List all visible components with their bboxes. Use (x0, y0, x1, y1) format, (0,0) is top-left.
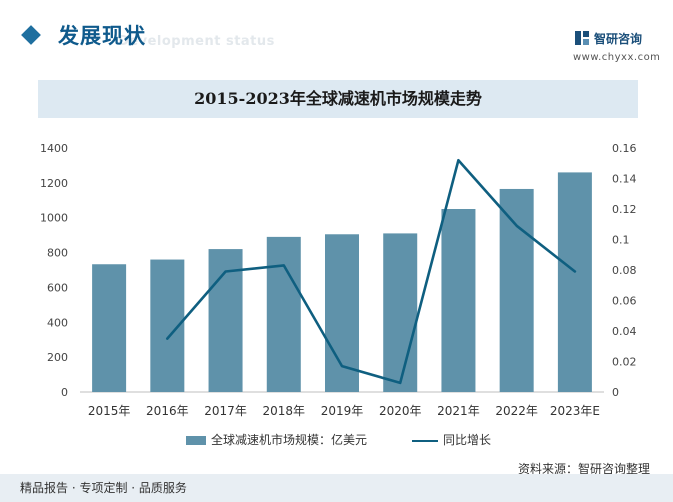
brand-name: 智研咨询 (594, 32, 643, 46)
footer-tagline: 精品报告 · 专项定制 · 品质服务 (20, 481, 187, 495)
bar (499, 188, 534, 392)
left-tick-label: 200 (47, 351, 68, 364)
x-tick-label: 2016年 (146, 404, 189, 418)
section-subtitle: Development status (118, 34, 275, 49)
source-note: 资料来源：智研咨询整理 (518, 462, 651, 476)
x-tick-label: 2021年 (437, 404, 480, 418)
left-tick-label: 1200 (40, 177, 68, 190)
right-tick-label: 0.02 (612, 356, 637, 369)
left-tick-label: 800 (47, 247, 68, 260)
left-tick-label: 0 (61, 386, 68, 399)
chart-title: 2015-2023年全球减速机市场规模走势 (194, 89, 482, 108)
legend-bar-label: 全球减速机市场规模：亿美元 (211, 433, 368, 447)
x-tick-label: 2022年 (495, 404, 538, 418)
left-tick-label: 1000 (40, 212, 68, 225)
left-tick-label: 400 (47, 316, 68, 329)
right-tick-label: 0.14 (612, 173, 637, 186)
right-tick-label: 0.04 (612, 325, 637, 338)
left-tick-label: 1400 (40, 142, 68, 155)
bars (92, 172, 592, 392)
header: Development status 发展现状 智研咨询 www.chyxx.c… (0, 0, 673, 70)
bar (383, 233, 418, 392)
legend-item-bar: 全球减速机市场规模：亿美元 (186, 431, 367, 448)
chart-title-band (38, 80, 638, 118)
growth-line-group (166, 158, 577, 385)
legend-item-line: 同比增长 (412, 431, 491, 448)
right-tick-label: 0.06 (612, 295, 637, 308)
x-tick-label: 2015年 (88, 404, 131, 418)
brand-logo-icon (575, 31, 589, 45)
brand-url: www.chyxx.com (573, 52, 661, 63)
right-tick-label: 0.16 (612, 142, 637, 155)
legend-bar-swatch (186, 436, 206, 445)
right-tick-label: 0.1 (612, 234, 630, 247)
bar (441, 209, 476, 392)
footer-band (0, 474, 673, 502)
right-tick-label: 0.12 (612, 203, 637, 216)
right-tick-label: 0 (612, 386, 619, 399)
section-title: 发展现状 (58, 24, 146, 48)
right-tick-label: 0.08 (612, 264, 637, 277)
x-tick-label: 2019年 (321, 404, 364, 418)
growth-line (166, 158, 577, 385)
left-tick-label: 600 (47, 281, 68, 294)
right-axis: 0 0.02 0.04 0.06 0.08 0.1 0.12 0.14 0.16 (612, 142, 637, 399)
legend-line-label: 同比增长 (443, 433, 492, 447)
legend-line-swatch (412, 439, 438, 442)
x-axis-labels: 2015年 2016年 2017年 2018年 2019年 2020年 2021年 2022年… (88, 404, 600, 418)
bar (92, 264, 127, 392)
bar (557, 172, 592, 392)
x-tick-label: 2020年 (379, 404, 422, 418)
x-tick-label: 2018年 (263, 404, 306, 418)
x-tick-label: 2017年 (204, 404, 247, 418)
x-tick-label: 2023年E (550, 404, 600, 418)
bar (266, 236, 301, 392)
